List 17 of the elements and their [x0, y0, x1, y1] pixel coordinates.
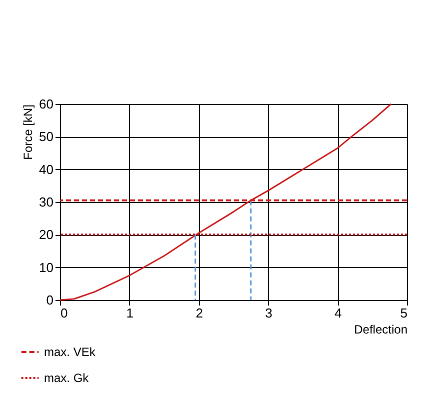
x-axis-title: Deflection [354, 322, 408, 336]
y-tick-label: 50 [39, 129, 54, 144]
x-tick-label: 1 [126, 306, 134, 320]
x-tick-label: 2 [196, 306, 203, 320]
legend-label: max. VEk [44, 345, 96, 359]
y-tick-label: 10 [39, 260, 54, 275]
x-tick-label: 4 [334, 306, 342, 320]
y-tick-label: 30 [39, 194, 54, 210]
legend-label: max. Gk [44, 371, 90, 385]
y-tick-label: 40 [39, 162, 54, 177]
y-tick-label: 20 [39, 227, 54, 242]
x-tick-label: 3 [265, 306, 272, 320]
x-tick-label: 0 [60, 306, 68, 320]
x-tick-label: 5 [400, 306, 408, 320]
y-tick-label: 60 [39, 96, 54, 112]
y-tick-label: 0 [46, 292, 54, 308]
y-axis-title: Force [kN] [21, 104, 36, 160]
